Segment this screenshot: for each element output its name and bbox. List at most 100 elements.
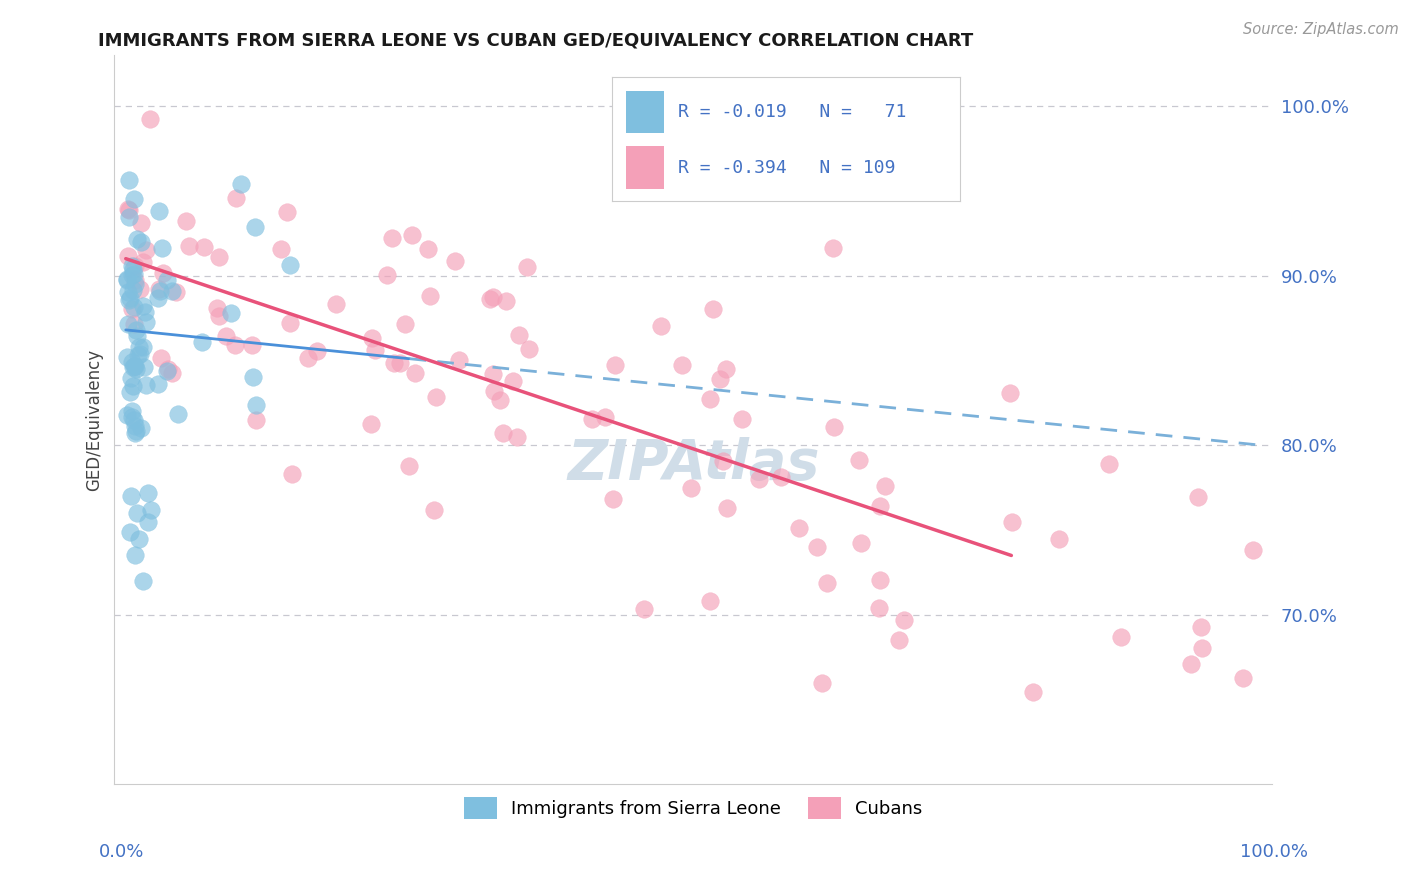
Point	[156, 364, 179, 378]
Point	[121, 268, 143, 282]
Point	[193, 240, 215, 254]
Point	[325, 297, 347, 311]
Point	[121, 404, 143, 418]
Point	[702, 302, 724, 317]
Point	[122, 412, 145, 426]
Point	[748, 472, 770, 486]
Point	[404, 366, 426, 380]
Point	[215, 328, 238, 343]
Point	[278, 317, 301, 331]
Point	[730, 411, 752, 425]
Point	[127, 506, 149, 520]
Point	[124, 418, 146, 433]
Point	[416, 242, 439, 256]
Text: IMMIGRANTS FROM SIERRA LEONE VS CUBAN GED/EQUIVALENCY CORRELATION CHART: IMMIGRANTS FROM SIERRA LEONE VS CUBAN GE…	[98, 31, 974, 49]
Point	[132, 574, 155, 588]
Point	[229, 178, 252, 192]
Point	[139, 503, 162, 517]
Point	[160, 366, 183, 380]
Point	[425, 390, 447, 404]
Point	[128, 532, 150, 546]
Point	[122, 283, 145, 297]
Point	[650, 318, 672, 333]
Point	[716, 501, 738, 516]
Point	[787, 521, 810, 535]
Point	[129, 421, 152, 435]
Point	[581, 412, 603, 426]
Point	[811, 676, 834, 690]
Point	[124, 259, 146, 273]
Point	[240, 337, 263, 351]
Point	[219, 306, 242, 320]
Point	[1180, 657, 1202, 672]
Point	[121, 355, 143, 369]
Point	[389, 356, 412, 370]
Point	[129, 346, 152, 360]
Point	[492, 425, 515, 440]
Point	[176, 213, 198, 227]
Point	[270, 242, 292, 256]
Point	[516, 260, 538, 274]
Point	[711, 454, 734, 468]
Point	[506, 430, 529, 444]
Point	[482, 384, 505, 398]
Point	[887, 632, 910, 647]
Point	[134, 304, 156, 318]
Point	[481, 290, 503, 304]
Point	[479, 292, 502, 306]
Point	[714, 362, 737, 376]
Point	[124, 425, 146, 440]
Point	[1109, 630, 1132, 644]
Point	[245, 398, 267, 412]
Point	[422, 502, 444, 516]
Legend: Immigrants from Sierra Leone, Cubans: Immigrants from Sierra Leone, Cubans	[457, 790, 929, 827]
Point	[224, 338, 246, 352]
Point	[118, 385, 141, 400]
Point	[127, 232, 149, 246]
Point	[122, 317, 145, 331]
Point	[605, 359, 627, 373]
Point	[873, 479, 896, 493]
Point	[851, 536, 873, 550]
Point	[821, 241, 844, 255]
Point	[139, 112, 162, 127]
Point	[117, 317, 139, 331]
Point	[633, 602, 655, 616]
Point	[394, 317, 416, 331]
Point	[815, 575, 838, 590]
Point	[124, 277, 146, 291]
Point	[225, 191, 247, 205]
Point	[121, 302, 143, 317]
Text: Source: ZipAtlas.com: Source: ZipAtlas.com	[1243, 22, 1399, 37]
Point	[122, 262, 145, 277]
Point	[122, 379, 145, 393]
Point	[148, 203, 170, 218]
Point	[495, 293, 517, 308]
Point	[375, 268, 398, 283]
Point	[148, 376, 170, 391]
Point	[125, 328, 148, 343]
Point	[998, 386, 1021, 401]
Point	[134, 359, 156, 374]
Point	[276, 205, 298, 219]
Point	[122, 267, 145, 281]
Y-axis label: GED/Equivalency: GED/Equivalency	[86, 349, 103, 491]
Point	[281, 467, 304, 482]
Point	[360, 417, 382, 431]
Point	[602, 492, 624, 507]
Text: 100.0%: 100.0%	[1240, 843, 1308, 861]
Point	[242, 370, 264, 384]
Point	[869, 573, 891, 587]
Point	[1189, 620, 1212, 634]
Point	[129, 235, 152, 249]
Point	[681, 481, 703, 495]
Point	[381, 231, 404, 245]
Text: ZIPAtlas: ZIPAtlas	[567, 436, 820, 491]
Point	[671, 358, 693, 372]
Point	[132, 255, 155, 269]
Point	[297, 351, 319, 365]
Point	[152, 266, 174, 280]
Point	[488, 393, 510, 408]
Point	[401, 227, 423, 242]
Point	[1191, 640, 1213, 655]
